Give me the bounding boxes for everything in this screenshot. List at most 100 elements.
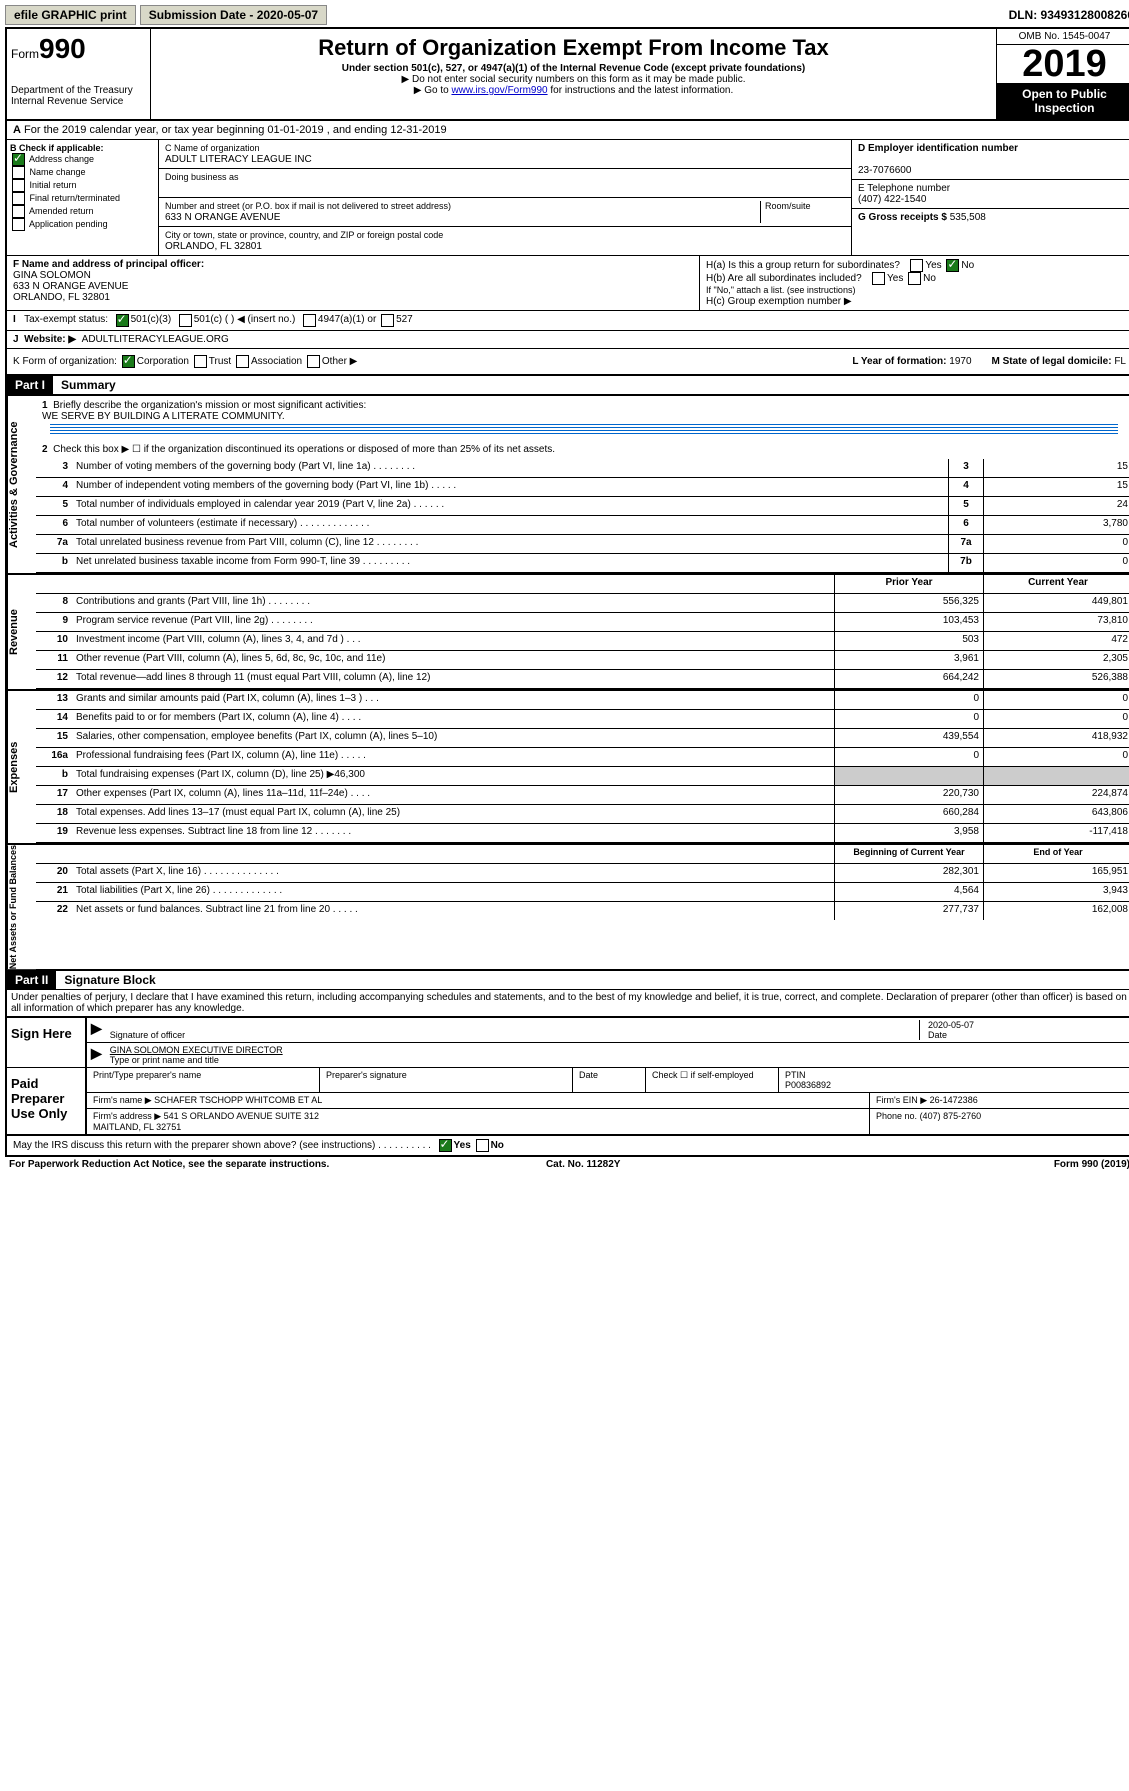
name-change-checkbox[interactable]: [12, 166, 25, 179]
ha-label: H(a) Is this a group return for subordin…: [706, 260, 900, 271]
4947-checkbox[interactable]: [303, 314, 316, 327]
line13-prior: 0: [834, 691, 983, 709]
line6-val: 3,780: [983, 516, 1129, 534]
hb-no[interactable]: [908, 272, 921, 285]
line4-text: Number of independent voting members of …: [72, 478, 948, 496]
form-subtitle: Under section 501(c), 527, or 4947(a)(1)…: [155, 63, 992, 74]
part2-header: Part II: [7, 971, 56, 989]
tax-year: 2019: [997, 45, 1129, 83]
side-expenses: Expenses: [7, 691, 36, 843]
col-prior: Prior Year: [834, 575, 983, 593]
cat-no: Cat. No. 11282Y: [546, 1159, 620, 1170]
form-title: Return of Organization Exempt From Incom…: [155, 35, 992, 61]
col-begin: Beginning of Current Year: [834, 845, 983, 863]
address-change-checkbox[interactable]: [12, 153, 25, 166]
opt-other: Other ▶: [322, 356, 357, 367]
city-label: City or town, state or province, country…: [165, 230, 443, 240]
final-return-checkbox[interactable]: [12, 192, 25, 205]
amended-checkbox[interactable]: [12, 205, 25, 218]
assoc-checkbox[interactable]: [236, 355, 249, 368]
opt-501c3: 501(c)(3): [131, 314, 172, 327]
line22-prior: 277,737: [834, 902, 983, 920]
line19-prior: 3,958: [834, 824, 983, 842]
opt-corp: Corporation: [137, 356, 189, 367]
form-word: Form: [11, 47, 39, 61]
chk-initial: Initial return: [30, 180, 77, 190]
discuss-no[interactable]: [476, 1139, 489, 1152]
chk-final: Final return/terminated: [30, 193, 121, 203]
527-checkbox[interactable]: [381, 314, 394, 327]
room-suite: Room/suite: [760, 201, 845, 223]
hc-label: H(c) Group exemption number ▶: [706, 296, 852, 307]
line14-curr: 0: [983, 710, 1129, 728]
form-footer: Form 990 (2019): [1054, 1159, 1129, 1170]
chk-address: Address change: [29, 154, 94, 164]
line21-curr: 3,943: [983, 883, 1129, 901]
line20-text: Total assets (Part X, line 16) . . . . .…: [72, 864, 834, 882]
hb-yes[interactable]: [872, 272, 885, 285]
line10-prior: 503: [834, 632, 983, 650]
line22-text: Net assets or fund balances. Subtract li…: [72, 902, 834, 920]
line8-curr: 449,801: [983, 594, 1129, 612]
firm-ein: 26-1472386: [930, 1095, 978, 1105]
line14-prior: 0: [834, 710, 983, 728]
firm-ein-label: Firm's EIN ▶: [876, 1095, 927, 1105]
website: ADULTLITERACYLEAGUE.ORG: [82, 334, 229, 345]
part2-title: Signature Block: [56, 971, 163, 989]
arrow-icon: ▶: [91, 1020, 102, 1040]
d-label: D Employer identification number: [858, 143, 1018, 154]
line14-text: Benefits paid to or for members (Part IX…: [72, 710, 834, 728]
m-label: M State of legal domicile:: [992, 356, 1112, 367]
line11-curr: 2,305: [983, 651, 1129, 669]
officer-name: GINA SOLOMON: [13, 270, 91, 281]
dept-treasury: Department of the Treasury Internal Reve…: [11, 85, 146, 107]
line9-prior: 103,453: [834, 613, 983, 631]
line9-text: Program service revenue (Part VIII, line…: [72, 613, 834, 631]
501c3-checkbox[interactable]: [116, 314, 129, 327]
opt-assoc: Association: [251, 356, 302, 367]
line12-prior: 664,242: [834, 670, 983, 688]
ptin-val: P00836892: [785, 1080, 831, 1090]
b-label: B Check if applicable:: [10, 143, 104, 153]
line7a-text: Total unrelated business revenue from Pa…: [72, 535, 948, 553]
line21-prior: 4,564: [834, 883, 983, 901]
col-current: Current Year: [983, 575, 1129, 593]
line8-text: Contributions and grants (Part VIII, lin…: [72, 594, 834, 612]
opt-527: 527: [396, 314, 413, 327]
k-label: K Form of organization:: [13, 356, 117, 367]
initial-return-checkbox[interactable]: [12, 179, 25, 192]
line10-curr: 472: [983, 632, 1129, 650]
line17-text: Other expenses (Part IX, column (A), lin…: [72, 786, 834, 804]
corp-checkbox[interactable]: [122, 355, 135, 368]
l-label: L Year of formation:: [852, 356, 946, 367]
line18-prior: 660,284: [834, 805, 983, 823]
line17-curr: 224,874: [983, 786, 1129, 804]
irs-link[interactable]: www.irs.gov/Form990: [451, 85, 547, 96]
line4-val: 15: [983, 478, 1129, 496]
line19-curr: -117,418: [983, 824, 1129, 842]
ptin-label: PTIN: [785, 1070, 806, 1080]
line13-text: Grants and similar amounts paid (Part IX…: [72, 691, 834, 709]
line12-text: Total revenue—add lines 8 through 11 (mu…: [72, 670, 834, 688]
line12-curr: 526,388: [983, 670, 1129, 688]
firm-name-label: Firm's name ▶: [93, 1095, 152, 1105]
sig-date-label: Date: [928, 1030, 947, 1040]
line15-curr: 418,932: [983, 729, 1129, 747]
501c-checkbox[interactable]: [179, 314, 192, 327]
efile-button[interactable]: efile GRAPHIC print: [5, 5, 136, 25]
part1-title: Summary: [53, 376, 124, 394]
firm-phone-label: Phone no.: [876, 1111, 917, 1121]
application-pending-checkbox[interactable]: [12, 218, 25, 231]
sig-date: 2020-05-07: [928, 1020, 974, 1030]
j-label: Website: ▶: [24, 334, 76, 345]
open-inspection: Open to Public Inspection: [997, 83, 1129, 119]
gross-receipts: 535,508: [950, 212, 986, 223]
trust-checkbox[interactable]: [194, 355, 207, 368]
discuss-yes[interactable]: [439, 1139, 452, 1152]
declaration: Under penalties of perjury, I declare th…: [5, 989, 1129, 1018]
ha-yes[interactable]: [910, 259, 923, 272]
other-checkbox[interactable]: [307, 355, 320, 368]
arrow-icon-2: ▶: [91, 1045, 102, 1065]
line10-text: Investment income (Part VIII, column (A)…: [72, 632, 834, 650]
ha-no[interactable]: [946, 259, 959, 272]
